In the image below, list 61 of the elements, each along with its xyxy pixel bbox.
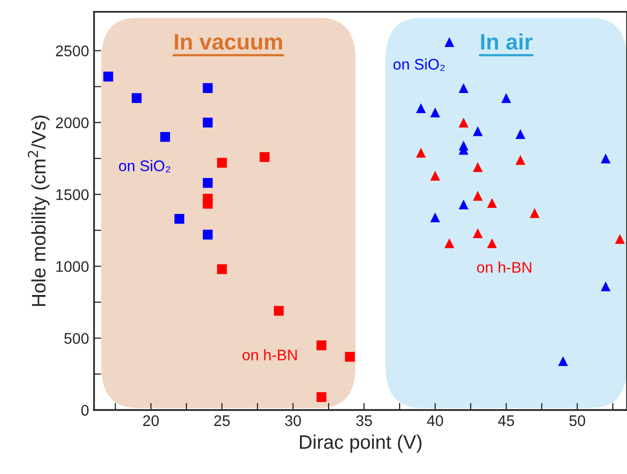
point bbox=[430, 170, 440, 181]
point bbox=[132, 93, 142, 104]
band-label: In air bbox=[481, 33, 532, 50]
y-axis-title: Hole mobility (cm$^{2}$/Vs) bbox=[28, 116, 50, 306]
point bbox=[217, 158, 227, 168]
x-tick-label: 45 bbox=[498, 415, 514, 426]
point bbox=[558, 356, 568, 366]
point bbox=[430, 108, 440, 118]
point bbox=[444, 37, 454, 47]
point bbox=[274, 306, 284, 316]
point bbox=[174, 214, 184, 224]
point bbox=[416, 148, 426, 158]
point bbox=[260, 152, 270, 162]
x-tick-label: 20 bbox=[143, 415, 159, 426]
point bbox=[202, 178, 213, 188]
point bbox=[530, 208, 540, 218]
point bbox=[202, 83, 213, 93]
series-label: on SiO₂ bbox=[119, 160, 170, 172]
x-axis-title: Dirac point (V) bbox=[300, 434, 422, 453]
series-label: on h-BN bbox=[477, 262, 532, 273]
point bbox=[487, 198, 497, 208]
y-tick-label: 1500 bbox=[56, 189, 89, 200]
point bbox=[160, 132, 170, 142]
point bbox=[103, 72, 114, 82]
point bbox=[472, 190, 483, 201]
y-tick-label: 500 bbox=[64, 333, 89, 344]
point bbox=[501, 93, 512, 104]
y-tick-label: 2500 bbox=[56, 46, 89, 56]
point bbox=[316, 392, 326, 402]
x-tick-label: 50 bbox=[569, 415, 586, 426]
point bbox=[430, 212, 440, 222]
point bbox=[202, 198, 213, 209]
series-label: on SiO₂ bbox=[393, 58, 445, 71]
point bbox=[472, 162, 483, 172]
x-tick-label: 30 bbox=[285, 415, 301, 426]
y-tick-label: 2000 bbox=[56, 117, 89, 128]
point bbox=[472, 228, 483, 238]
point bbox=[614, 234, 625, 244]
point bbox=[458, 83, 468, 93]
point bbox=[344, 352, 355, 362]
x-tick-label: 25 bbox=[214, 415, 230, 426]
point bbox=[472, 126, 483, 136]
y-tick-label: 0 bbox=[81, 404, 89, 416]
point bbox=[458, 118, 468, 128]
series-label: on h-BN bbox=[242, 349, 297, 360]
point bbox=[600, 281, 611, 292]
point bbox=[458, 200, 468, 210]
y-tick-label: 1000 bbox=[56, 261, 89, 272]
x-tick-label: 35 bbox=[356, 415, 372, 426]
point bbox=[516, 154, 526, 165]
point bbox=[202, 230, 213, 240]
point bbox=[416, 103, 426, 114]
point bbox=[217, 264, 227, 274]
point bbox=[600, 154, 611, 164]
band-label: In vacuum bbox=[174, 34, 282, 50]
point bbox=[487, 238, 497, 248]
point bbox=[516, 129, 526, 139]
x-tick-label: 40 bbox=[426, 415, 444, 426]
point bbox=[316, 340, 326, 350]
point bbox=[202, 118, 213, 128]
point bbox=[444, 238, 454, 248]
